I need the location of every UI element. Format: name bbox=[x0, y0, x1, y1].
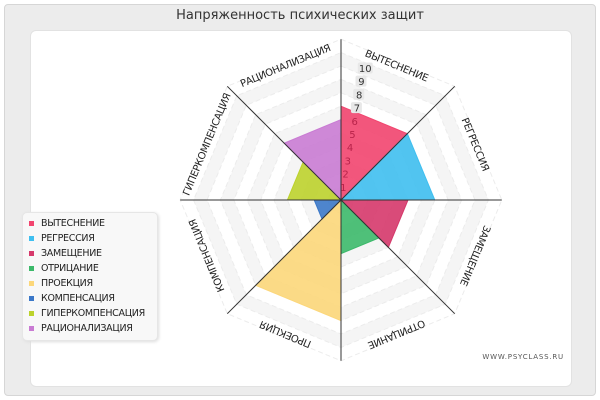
chart-title: Напряженность психических защит bbox=[176, 8, 424, 23]
legend: ВЫТЕСНЕНИЕ РЕГРЕССИЯ ЗАМЕЩЕНИЕ ОТРИЦАНИЕ ПРО… bbox=[22, 212, 158, 341]
legend-swatch bbox=[29, 221, 34, 226]
legend-label: ВЫТЕСНЕНИЕ bbox=[41, 218, 105, 229]
legend-label: РЕГРЕССИЯ bbox=[41, 233, 95, 244]
legend-swatch bbox=[29, 326, 34, 331]
tick-label: 7 bbox=[354, 104, 360, 115]
axis-line bbox=[340, 199, 456, 315]
tick-label: 9 bbox=[358, 77, 364, 88]
tick-label: 10 bbox=[359, 64, 372, 75]
legend-label: РАЦИОНАЛИЗАЦИЯ bbox=[41, 323, 133, 334]
tick-label: 6 bbox=[351, 117, 357, 128]
legend-swatch bbox=[29, 281, 34, 286]
legend-label: КОМПЕНСАЦИЯ bbox=[41, 293, 115, 304]
tick-bg bbox=[355, 75, 367, 87]
axis-line bbox=[226, 85, 342, 201]
legend-item[interactable]: ПРОЕКЦИЯ bbox=[27, 276, 157, 291]
legend-item[interactable]: ВЫТЕСНЕНИЕ bbox=[27, 216, 157, 231]
tick-label: 4 bbox=[347, 143, 353, 154]
tick-bg bbox=[353, 88, 365, 100]
legend-item[interactable]: КОМПЕНСАЦИЯ bbox=[27, 291, 157, 306]
tick-label: 3 bbox=[345, 156, 351, 167]
legend-swatch bbox=[29, 236, 34, 241]
legend-swatch bbox=[29, 266, 34, 271]
legend-item[interactable]: ГИПЕРКОМПЕНСАЦИЯ bbox=[27, 306, 157, 321]
tick-label: 1 bbox=[340, 183, 346, 194]
tick-label: 2 bbox=[342, 170, 348, 181]
legend-label: ГИПЕРКОМПЕНСАЦИЯ bbox=[41, 308, 145, 319]
tick-label: 8 bbox=[356, 90, 362, 101]
legend-swatch bbox=[29, 296, 34, 301]
legend-swatch bbox=[29, 311, 34, 316]
tick-bg bbox=[350, 102, 362, 114]
axis-line bbox=[226, 199, 342, 315]
watermark: WWW.PSYCLASS.RU bbox=[482, 353, 564, 361]
legend-item[interactable]: РЕГРЕССИЯ bbox=[27, 231, 157, 246]
legend-item[interactable]: РАЦИОНАЛИЗАЦИЯ bbox=[27, 321, 157, 336]
axis-line bbox=[340, 85, 456, 201]
legend-item[interactable]: ОТРИЦАНИЕ bbox=[27, 261, 157, 276]
legend-label: ЗАМЕЩЕНИЕ bbox=[41, 248, 102, 259]
legend-item[interactable]: ЗАМЕЩЕНИЕ bbox=[27, 246, 157, 261]
tick-label: 5 bbox=[349, 130, 355, 141]
legend-label: ОТРИЦАНИЕ bbox=[41, 263, 99, 274]
legend-label: ПРОЕКЦИЯ bbox=[41, 278, 93, 289]
tick-bg bbox=[357, 62, 373, 74]
legend-swatch bbox=[29, 251, 34, 256]
